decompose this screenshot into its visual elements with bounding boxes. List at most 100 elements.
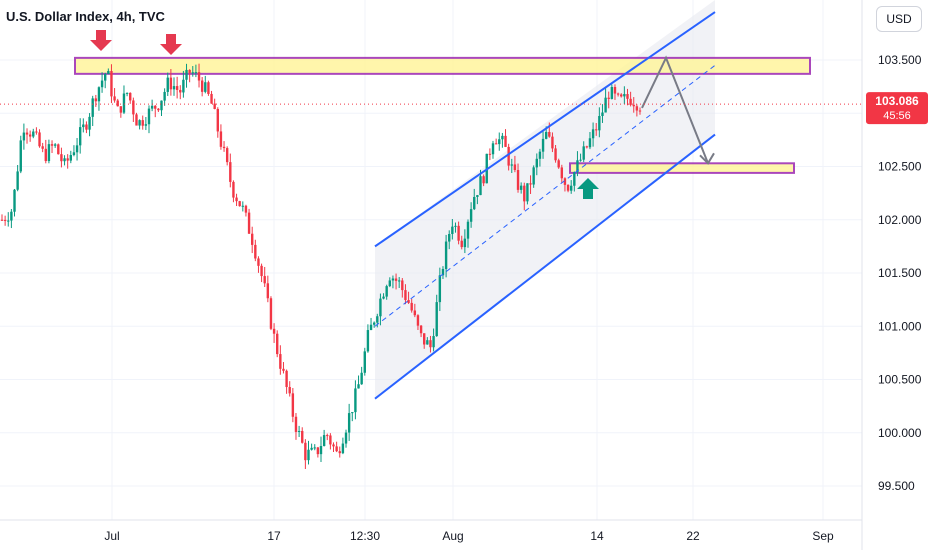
candle-body bbox=[60, 154, 63, 162]
candle-body bbox=[513, 164, 517, 171]
candle-body bbox=[94, 98, 98, 102]
candle-body bbox=[426, 340, 429, 345]
candle-body bbox=[219, 131, 223, 147]
candle-body bbox=[635, 106, 639, 111]
y-tick-label: 99.500 bbox=[878, 479, 915, 493]
candle-body bbox=[535, 158, 538, 168]
candle-body bbox=[132, 100, 135, 115]
candle-body bbox=[435, 302, 438, 337]
candle-body bbox=[385, 286, 388, 297]
channel-upper-line bbox=[374, 11, 716, 248]
candle-body bbox=[110, 70, 113, 97]
candle-body bbox=[504, 135, 507, 147]
buy-arrow-icon bbox=[577, 178, 599, 199]
candle-body bbox=[232, 181, 235, 198]
candle-body bbox=[516, 170, 520, 190]
candle-body bbox=[276, 333, 279, 355]
candle-body bbox=[329, 435, 332, 445]
chart-title: U.S. Dollar Index, 4h, TVC bbox=[6, 9, 165, 24]
candle-body bbox=[19, 140, 22, 172]
candle-body bbox=[272, 328, 276, 334]
candle-body bbox=[197, 72, 201, 81]
x-tick-label: Jul bbox=[104, 529, 119, 543]
candle-body bbox=[7, 220, 10, 222]
candle-body bbox=[351, 412, 354, 414]
candles bbox=[0, 63, 642, 470]
candle-body bbox=[154, 105, 157, 109]
channel-lower-line bbox=[374, 133, 716, 400]
candle-body bbox=[576, 160, 579, 173]
candle-body bbox=[22, 132, 26, 141]
candle-body bbox=[179, 89, 182, 93]
candle-body bbox=[438, 275, 442, 303]
candle-body bbox=[316, 447, 320, 455]
projection-arrowhead bbox=[699, 152, 715, 165]
sell-arrow-icon bbox=[90, 30, 112, 51]
candle-body bbox=[322, 435, 326, 447]
candle-body bbox=[382, 296, 385, 299]
support-zone bbox=[569, 162, 795, 174]
candle-body bbox=[532, 167, 535, 185]
candle-body bbox=[566, 184, 570, 191]
candle-body bbox=[488, 153, 492, 155]
candle-body bbox=[204, 82, 207, 92]
candle-body bbox=[53, 144, 57, 146]
candle-body bbox=[254, 244, 257, 259]
candle-body bbox=[304, 442, 307, 461]
candle-body bbox=[366, 330, 370, 352]
candle-body bbox=[213, 103, 216, 109]
candle-body bbox=[291, 393, 295, 417]
candle-body bbox=[610, 86, 614, 99]
candle-body bbox=[372, 322, 376, 325]
candle-body bbox=[469, 209, 473, 222]
candle-body bbox=[225, 148, 229, 163]
candle-body bbox=[519, 185, 523, 190]
x-tick-label: 22 bbox=[686, 529, 700, 543]
candle-body bbox=[598, 116, 601, 131]
candle-body bbox=[391, 278, 395, 281]
y-tick-label: 102.500 bbox=[878, 160, 922, 174]
candle-body bbox=[38, 132, 41, 147]
candle-body bbox=[379, 298, 382, 317]
candle-body bbox=[326, 435, 329, 437]
candle-body bbox=[548, 131, 551, 137]
candle-body bbox=[560, 167, 564, 179]
candle-body bbox=[369, 324, 373, 331]
x-tick-label: 14 bbox=[590, 529, 604, 543]
candle-body bbox=[466, 221, 470, 239]
y-tick-label: 100.000 bbox=[878, 426, 922, 440]
candle-body bbox=[28, 134, 32, 137]
candle-body bbox=[448, 234, 451, 242]
candle-body bbox=[498, 139, 501, 145]
candle-body bbox=[510, 164, 513, 166]
currency-button[interactable]: USD bbox=[876, 6, 922, 32]
candle-body bbox=[294, 416, 298, 432]
y-tick-label: 101.500 bbox=[878, 266, 922, 280]
candle-body bbox=[394, 278, 398, 281]
candle-body bbox=[526, 183, 529, 202]
candle-body bbox=[494, 143, 498, 145]
candle-body bbox=[551, 136, 554, 149]
candle-body bbox=[482, 176, 485, 184]
candle-body bbox=[301, 430, 304, 443]
candle-body bbox=[410, 302, 413, 311]
candle-body bbox=[638, 110, 642, 112]
candle-body bbox=[147, 108, 151, 125]
candle-body bbox=[585, 146, 589, 148]
y-tick-label: 102.000 bbox=[878, 213, 922, 227]
candle-body bbox=[423, 333, 426, 345]
candle-body bbox=[595, 129, 598, 131]
candle-body bbox=[69, 155, 73, 161]
candle-body bbox=[150, 105, 154, 109]
candle-body bbox=[113, 96, 116, 101]
candle-body bbox=[310, 447, 313, 450]
projection-path bbox=[641, 55, 709, 164]
candle-body bbox=[432, 336, 435, 348]
candle-body bbox=[554, 148, 557, 161]
candle-body bbox=[319, 446, 323, 455]
candle-body bbox=[244, 205, 248, 213]
candle-body bbox=[501, 135, 504, 140]
x-tick-label: 12:30 bbox=[350, 529, 380, 543]
candle-body bbox=[91, 98, 94, 117]
